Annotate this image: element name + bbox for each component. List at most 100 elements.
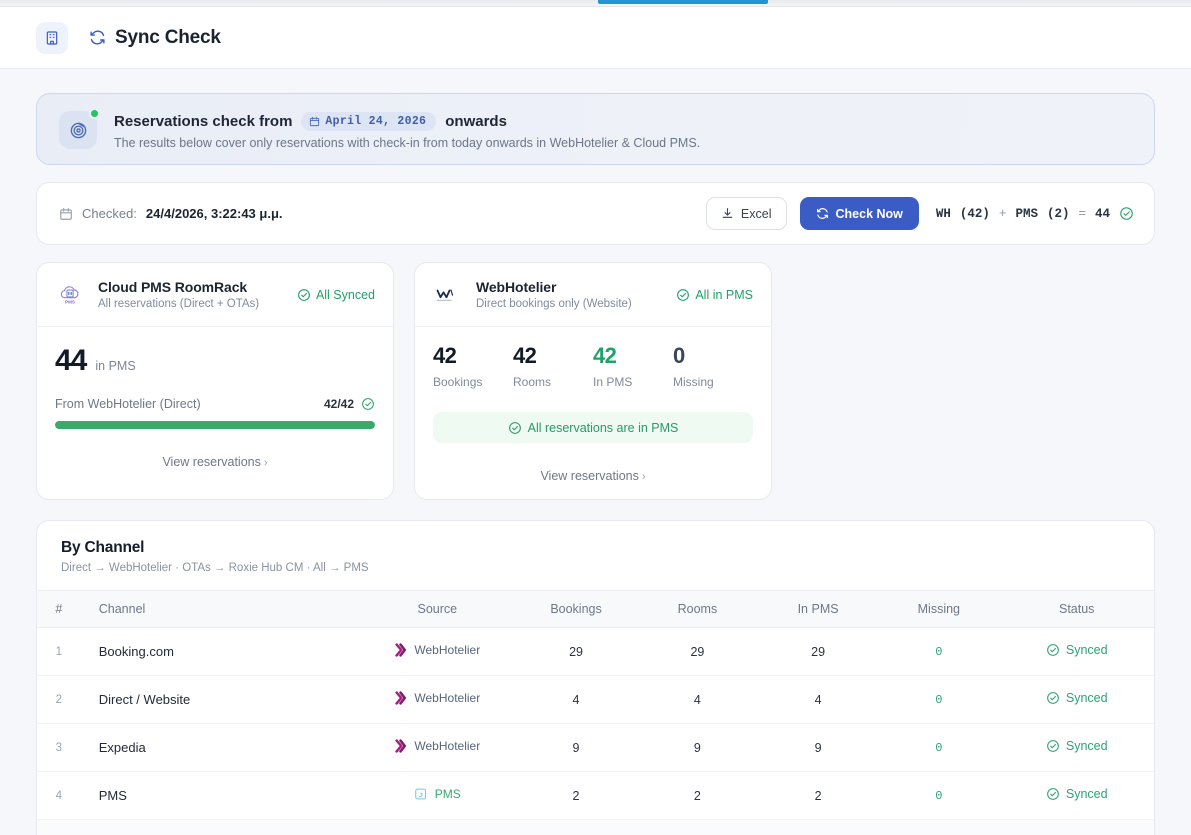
cell-status: Synced — [999, 723, 1154, 773]
cell-bookings: 9 — [515, 723, 637, 773]
page-title: Sync Check — [115, 26, 221, 48]
card-subtitle: Direct bookings only (Website) — [476, 298, 632, 310]
checked-timestamp: 24/4/2026, 3:22:43 μ.μ. — [145, 206, 283, 221]
chevron-right-icon: › — [263, 457, 268, 469]
summary-cards: PMS Cloud PMS RoomRack All reservations … — [36, 262, 1155, 501]
check-now-button[interactable]: Check Now — [799, 197, 919, 230]
stat-label: Missing — [673, 375, 714, 390]
check-circle-icon — [676, 288, 690, 302]
table-row[interactable]: 2 Direct / Website WebHotelier 4 4 4 0 Synced — [37, 675, 1154, 725]
check-circle-icon — [361, 397, 375, 411]
cell-rooms: 2 — [636, 771, 758, 821]
excel-export-button[interactable]: Excel — [705, 197, 787, 230]
cell-index: 2 — [37, 675, 81, 725]
stat-value: 42 — [433, 343, 457, 368]
status-label: Synced — [1065, 691, 1108, 706]
progress-count: 42/42 — [323, 397, 354, 411]
col-header-status: Status — [999, 590, 1154, 629]
table-row[interactable]: 3 Expedia WebHotelier 9 9 9 0 Synced — [37, 723, 1154, 773]
cell-in-pms: 29 — [757, 627, 879, 677]
col-header-rooms: Rooms — [636, 590, 758, 629]
cell-rooms: 44 — [636, 819, 758, 835]
webhotelier-chevron-icon — [394, 691, 407, 705]
status-badge: Synced — [1046, 643, 1108, 657]
cell-bookings: 29 — [515, 627, 637, 677]
date-pill-label: April 24, 2026 — [325, 115, 427, 128]
cell-channel: Booking.com — [80, 627, 360, 677]
card-title: WebHotelier — [476, 279, 557, 295]
status-label: Synced — [1065, 643, 1108, 658]
equation-total: 44 — [1094, 206, 1110, 221]
stat-label: Bookings — [433, 375, 483, 390]
by-channel-subtitle: Direct → WebHotelier · OTAs → Roxie Hub … — [61, 562, 369, 575]
cell-missing: 0 — [878, 771, 1000, 821]
status-label: Synced — [1065, 739, 1108, 754]
all-in-pms-banner: All reservations are in PMS — [433, 412, 753, 444]
status-badge-label: All in PMS — [695, 287, 753, 302]
banner-prefix: Reservations check from — [114, 113, 293, 130]
equation-pms-value: (2) — [1046, 206, 1070, 221]
view-reservations-label: View reservations — [540, 469, 639, 484]
cell-status: Synced — [999, 627, 1154, 677]
source-label: PMS — [434, 787, 461, 802]
source-cell: WebHotelier — [394, 691, 480, 705]
check-circle-icon — [1119, 206, 1134, 221]
table-row[interactable]: 1 Booking.com WebHotelier 29 29 29 0 Synced — [37, 627, 1154, 677]
active-tab-indicator[interactable] — [598, 0, 768, 4]
by-channel-card: By Channel Direct → WebHotelier · OTAs →… — [36, 520, 1155, 835]
table-row[interactable]: 4 PMS PMS 2 2 2 0 Synced — [37, 771, 1154, 821]
banner-description: The results below cover only reservation… — [114, 136, 701, 150]
main-content: Reservations check from April 24, 2026 o… — [0, 69, 1191, 835]
stat-value: 42 — [593, 343, 617, 368]
chevron-right-icon: › — [641, 471, 646, 484]
excel-button-label: Excel — [740, 206, 772, 221]
webhotelier-stats: 42 Bookings 42 Rooms 42 In PMS 0 Missing — [433, 344, 753, 389]
cell-in-pms: 4 — [757, 675, 879, 725]
view-reservations-link-wh[interactable]: View reservations › — [433, 469, 753, 483]
reservations-check-banner: Reservations check from April 24, 2026 o… — [36, 93, 1155, 165]
status-badge: All in PMS — [676, 288, 753, 302]
stat-bookings: 42 Bookings — [433, 344, 513, 389]
view-reservations-link-pms[interactable]: View reservations › — [55, 455, 375, 469]
col-header-source: Source — [359, 590, 516, 629]
cell-missing: 0 — [878, 819, 1000, 835]
source-cell: WebHotelier — [394, 739, 480, 753]
page-header: Sync Check — [0, 7, 1191, 69]
checked-label: Checked: — [82, 206, 137, 221]
cell-in-pms: 44 — [757, 819, 879, 835]
webhotelier-chevron-icon — [394, 739, 407, 753]
all-in-pms-label: All reservations are in PMS — [527, 420, 679, 435]
pms-square-icon — [414, 787, 428, 801]
by-channel-title: By Channel — [61, 539, 145, 557]
cell-missing: 0 — [878, 627, 1000, 677]
stat-rooms: 42 Rooms — [513, 344, 593, 389]
status-badge: Synced — [1046, 739, 1108, 753]
col-header-bookings: Bookings — [515, 590, 637, 629]
source-label: WebHotelier — [414, 643, 481, 658]
by-channel-table: # Channel Source Bookings Rooms In PMS M… — [37, 590, 1154, 835]
cloud-pms-card: PMS Cloud PMS RoomRack All reservations … — [36, 262, 394, 501]
table-row-total: Total–4444440All Synced — [37, 819, 1154, 835]
cell-source: WebHotelier — [359, 675, 516, 725]
cell-bookings: 44 — [515, 819, 637, 835]
calendar-icon — [59, 207, 73, 221]
equation-plus: + — [998, 206, 1007, 221]
table-body: 1 Booking.com WebHotelier 29 29 29 0 Synced 2 Dir… — [37, 627, 1154, 835]
cell-in-pms: 2 — [757, 771, 879, 821]
cell-rooms: 4 — [636, 675, 758, 725]
webhotelier-logo — [433, 285, 463, 305]
check-circle-icon — [1046, 691, 1060, 705]
status-badge: All Synced — [297, 288, 375, 302]
cell-missing: 0 — [878, 723, 1000, 773]
calendar-icon — [309, 116, 320, 127]
svg-text:PMS: PMS — [65, 299, 75, 304]
equation-wh-label: WH — [935, 206, 951, 221]
date-pill[interactable]: April 24, 2026 — [301, 112, 437, 131]
equation-pms-label: PMS — [1015, 206, 1038, 221]
sync-progress-bar — [55, 421, 375, 429]
view-reservations-label: View reservations — [162, 455, 261, 469]
cell-index: 1 — [37, 627, 81, 677]
cell-missing: 0 — [878, 675, 1000, 725]
card-title: Cloud PMS RoomRack — [98, 279, 248, 295]
cell-channel: Direct / Website — [80, 675, 360, 725]
